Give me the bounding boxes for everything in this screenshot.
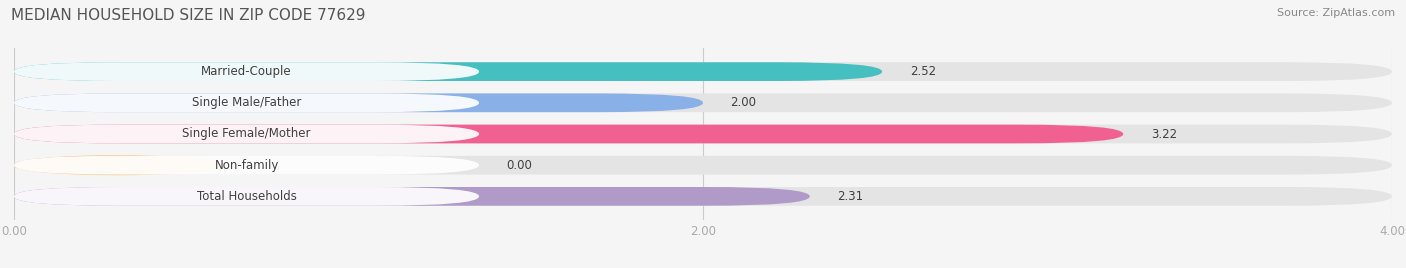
Text: MEDIAN HOUSEHOLD SIZE IN ZIP CODE 77629: MEDIAN HOUSEHOLD SIZE IN ZIP CODE 77629: [11, 8, 366, 23]
FancyBboxPatch shape: [14, 187, 479, 206]
FancyBboxPatch shape: [14, 156, 479, 174]
Circle shape: [14, 156, 221, 174]
FancyBboxPatch shape: [14, 62, 1392, 81]
FancyBboxPatch shape: [14, 94, 479, 112]
Text: Non-family: Non-family: [214, 159, 278, 172]
FancyBboxPatch shape: [14, 125, 479, 143]
Text: Source: ZipAtlas.com: Source: ZipAtlas.com: [1277, 8, 1395, 18]
FancyBboxPatch shape: [14, 94, 703, 112]
Text: 2.00: 2.00: [731, 96, 756, 109]
Text: Single Male/Father: Single Male/Father: [191, 96, 301, 109]
FancyBboxPatch shape: [14, 62, 479, 81]
FancyBboxPatch shape: [14, 94, 1392, 112]
Text: Total Households: Total Households: [197, 190, 297, 203]
FancyBboxPatch shape: [14, 187, 810, 206]
Text: 2.52: 2.52: [910, 65, 936, 78]
Text: 3.22: 3.22: [1152, 128, 1177, 140]
FancyBboxPatch shape: [14, 125, 1123, 143]
FancyBboxPatch shape: [14, 156, 1392, 174]
Text: Married-Couple: Married-Couple: [201, 65, 292, 78]
Text: Single Female/Mother: Single Female/Mother: [183, 128, 311, 140]
Text: 0.00: 0.00: [506, 159, 533, 172]
FancyBboxPatch shape: [14, 125, 1392, 143]
Text: 2.31: 2.31: [838, 190, 863, 203]
FancyBboxPatch shape: [14, 187, 1392, 206]
FancyBboxPatch shape: [14, 62, 882, 81]
